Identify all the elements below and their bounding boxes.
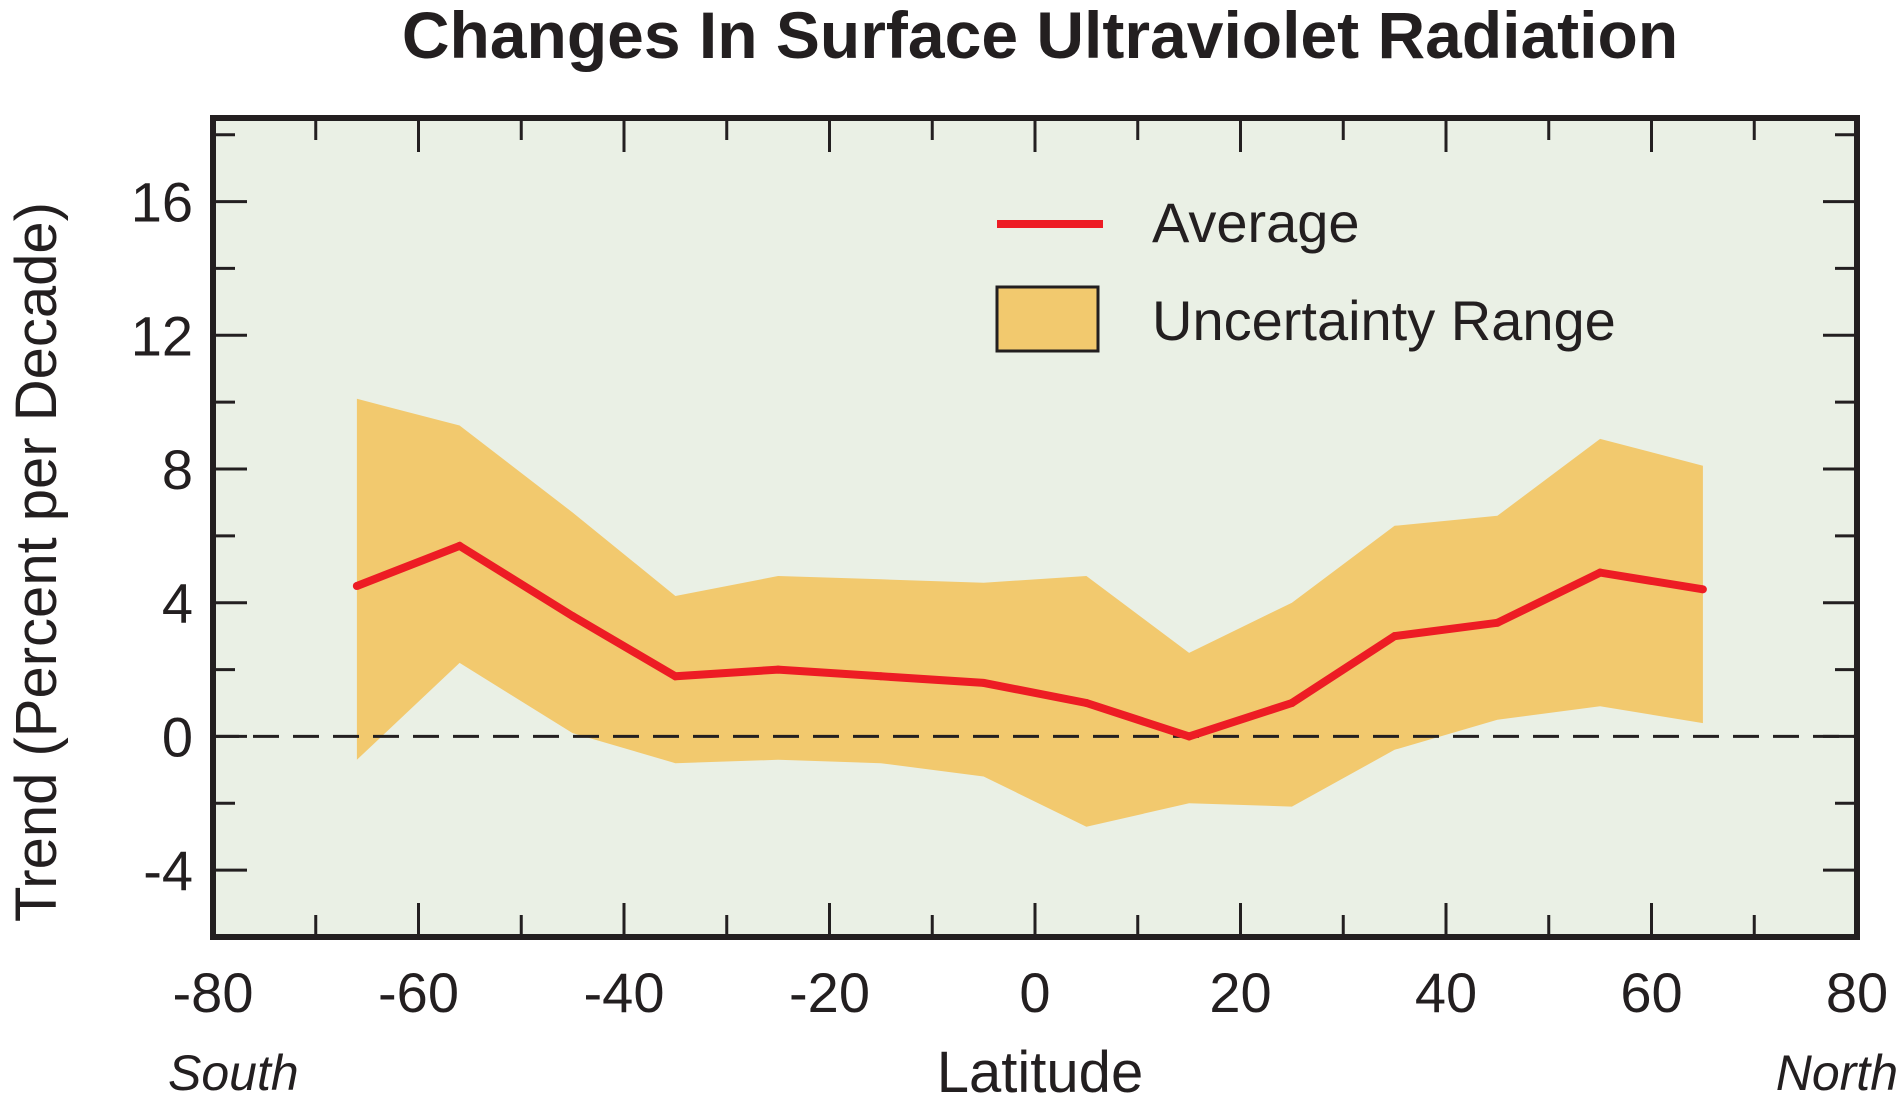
y-tick-label: -4 [143,839,193,902]
legend-average-label: Average [1152,191,1360,254]
y-tick-label: 16 [131,171,193,234]
average-line-layer [352,541,1707,741]
uncertainty-band [356,398,1703,827]
average-point [1698,585,1707,594]
south-direction-label: South [168,1045,299,1098]
x-tick-label: 0 [1019,961,1050,1024]
north-direction-label: North [1776,1045,1898,1098]
average-point [352,582,361,590]
chart-title: Changes In Surface Ultraviolet Radiation [402,0,1678,72]
average-point [979,678,988,687]
y-tick-label: 12 [131,304,193,367]
y-tick-label: 4 [162,572,193,635]
plot-frame [210,115,1860,940]
y-axis-label: Trend (Percent per Decade) [4,202,69,922]
x-tick-label: 40 [1415,961,1477,1024]
x-tick-label: 60 [1620,961,1682,1024]
x-tick-label: 20 [1209,961,1271,1024]
x-tick-label: -20 [789,961,870,1024]
x-tick-label: -80 [173,961,254,1024]
average-point [455,541,464,550]
x-tick-label: -60 [378,961,459,1024]
x-axis-label: Latitude [937,1040,1143,1098]
average-point [1287,699,1296,707]
average-point [1185,732,1194,741]
x-tick-label: -40 [584,961,665,1024]
average-point [1493,618,1502,627]
legend-uncertainty-swatch [995,285,1100,353]
average-point [1082,699,1091,707]
average-point [671,672,680,681]
y-tick-labels: -4 0 4 8 12 16 [131,171,193,903]
x-tick-labels: -80 -60 -40 -20 0 20 40 60 80 [173,961,1889,1024]
legend: Average Uncertainty Range [995,191,1616,353]
average-line [355,541,1704,741]
y-tick-label: 0 [162,705,193,768]
average-point [774,665,783,674]
x-tick-label: 80 [1826,961,1888,1024]
y-tick-label: 8 [162,438,193,501]
average-point [568,612,577,621]
legend-uncertainty-label: Uncertainty Range [1152,289,1616,352]
uncertainty-band-layer [356,398,1703,827]
average-point [1390,632,1399,641]
average-point [1596,568,1605,577]
average-point [876,672,885,681]
